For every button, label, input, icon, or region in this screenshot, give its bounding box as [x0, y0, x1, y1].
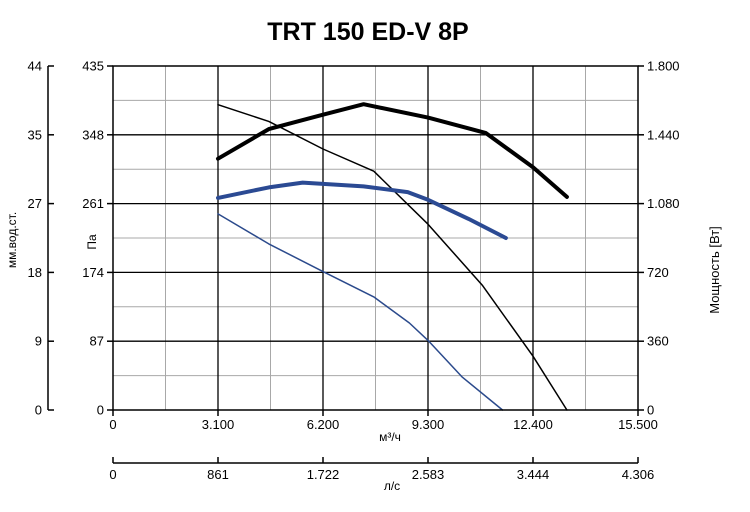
y-axis-right-tick-label: 360: [647, 334, 669, 349]
pressure-curve-1: [217, 213, 504, 411]
y-axis-outer-tick-label: 9: [35, 334, 42, 349]
y-axis-inner-tick-label: 87: [90, 334, 104, 349]
x-axis-primary-tick-label: 3.100: [202, 417, 235, 432]
power-curve-2: [216, 102, 569, 199]
x-axis-primary-label: м³/ч: [379, 430, 401, 444]
x-axis-primary-tick-label: 9.300: [412, 417, 445, 432]
y-axis-outer-label: мм.вод.ст.: [5, 212, 19, 268]
power-curve-3: [216, 180, 508, 240]
series-lines: [216, 102, 569, 411]
x-axis-primary-tick-label: 12.400: [513, 417, 553, 432]
y-axis-right-tick-label: 720: [647, 265, 669, 280]
y-axis-outer-tick-label: 44: [28, 59, 42, 74]
x-axis-secondary-tick-label: 2.583: [412, 467, 445, 482]
grid: [113, 66, 638, 410]
chart-title: TRT 150 ED-V 8P: [267, 18, 468, 46]
y-axis-inner-tick-label: 174: [82, 265, 104, 280]
x-axis-primary-tick-label: 0: [109, 417, 116, 432]
y-axis-right-tick-label: 1.800: [647, 59, 680, 74]
y-axis-outer-tick-label: 35: [28, 127, 42, 142]
y-axis-outer-tick-label: 18: [28, 265, 42, 280]
y-axis-inner-tick-label: 0: [97, 403, 104, 418]
x-axis-primary-tick-label: 6.200: [307, 417, 340, 432]
x-axis-secondary-label: л/с: [384, 479, 400, 493]
y-axis-right-tick-label: 1.080: [647, 196, 680, 211]
y-axis-inner-tick-label: 261: [82, 196, 104, 211]
tick-labels: 0 9 18 27 35 44 0 87 174 261 348 435 0 360 720 1.080 1.4…: [28, 59, 680, 483]
y-axis-inner-label: Па: [85, 234, 99, 250]
axes: [47, 65, 644, 464]
y-axis-right-tick-label: 0: [647, 403, 654, 418]
x-axis-secondary-tick-label: 0: [109, 467, 116, 482]
y-axis-right-label: Мощность [Вт]: [707, 226, 722, 314]
plot-frame: [112, 65, 639, 411]
x-axis-secondary-tick-label: 861: [207, 467, 229, 482]
x-axis-secondary-tick-label: 4.306: [622, 467, 655, 482]
x-axis-primary-tick-label: 15.500: [618, 417, 658, 432]
x-axis-secondary-tick-label: 1.722: [307, 467, 340, 482]
y-axis-inner-tick-label: 348: [82, 127, 104, 142]
x-axis-secondary-tick-label: 3.444: [517, 467, 550, 482]
y-axis-inner-tick-label: 435: [82, 59, 104, 74]
y-axis-outer-tick-label: 0: [35, 403, 42, 418]
y-axis-right-tick-label: 1.440: [647, 127, 680, 142]
y-axis-outer-tick-label: 27: [28, 196, 42, 211]
